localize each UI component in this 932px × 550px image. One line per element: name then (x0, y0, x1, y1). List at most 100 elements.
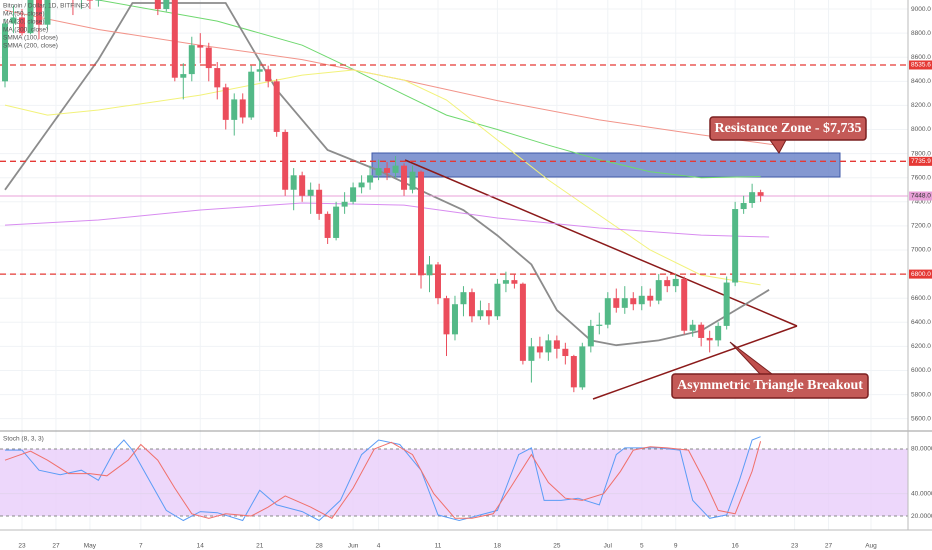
x-tick-label: 9 (674, 543, 678, 550)
level-label-bg (909, 156, 932, 166)
x-tick-label: 23 (791, 543, 799, 550)
candle-body (757, 192, 764, 196)
candle-body (367, 175, 374, 183)
candle-body (265, 69, 272, 82)
last-price-label-bg (909, 191, 932, 201)
candle-body (392, 165, 399, 173)
annotation-box (671, 373, 869, 399)
candle-body (681, 278, 688, 331)
y-tick-label: 7400.0 (911, 199, 931, 206)
candle-body (689, 324, 696, 331)
candle-body (95, 0, 102, 1)
candle-body (647, 295, 654, 301)
level-label-bg (909, 60, 932, 70)
candle-body (528, 346, 535, 361)
level-label: 7735.9 (911, 158, 931, 165)
candle-body (596, 324, 603, 326)
candle-body (86, 0, 93, 1)
y-tick-label: 6200.0 (911, 343, 931, 350)
legend-entry: MA (50, close) (3, 11, 45, 18)
candle-body (273, 81, 280, 132)
candle-body (715, 325, 722, 341)
candle-body (621, 298, 628, 308)
stoch-title: Stoch (8, 3, 3) (3, 436, 44, 443)
y-tick-label: 7600.0 (911, 174, 931, 181)
y-tick-label: 6000.0 (911, 367, 931, 374)
candle-body (18, 17, 25, 34)
level-label-bg (909, 269, 932, 279)
y-tick-label: 6400.0 (911, 319, 931, 326)
candle-body (494, 283, 501, 317)
candle-body (35, 0, 42, 25)
y-tick-label: 8600.0 (911, 54, 931, 61)
candle-body (553, 340, 560, 349)
candle-body (171, 0, 178, 78)
y-tick-label: 5600.0 (911, 415, 931, 422)
x-tick-label: 4 (377, 543, 381, 550)
annotation-text: Resistance Zone - $7,735 (715, 121, 862, 136)
x-tick-label: 18 (494, 543, 502, 550)
annotation-triangle: Asymmetric Triangle Breakout (671, 341, 869, 399)
y-tick-label: 7200.0 (911, 223, 931, 230)
y-tick-label: 20.0000 (911, 513, 932, 520)
x-tick-label: 23 (18, 543, 26, 550)
candle-body (290, 175, 297, 190)
candle-body (231, 99, 238, 120)
x-tick-label: 5 (640, 543, 644, 550)
candle-body (443, 298, 450, 335)
main-layer (0, 0, 908, 400)
stoch-line (5, 436, 761, 522)
y-tick-label: 8400.0 (911, 78, 931, 85)
triangle-lower (592, 325, 798, 400)
candle-body (672, 278, 679, 287)
candle-body (2, 23, 9, 82)
candle-body (426, 264, 433, 276)
candle-body (248, 71, 255, 118)
x-tick-label: May (84, 543, 97, 550)
x-tick-label: Jun (348, 543, 359, 550)
grid-layer (0, 0, 908, 530)
candle-body (460, 292, 467, 305)
candle-body (316, 189, 323, 214)
candle-body (324, 213, 331, 238)
x-tick-label: Jul (604, 543, 613, 550)
y-tick-label: 5800.0 (911, 391, 931, 398)
candle-body (562, 348, 569, 357)
candle-body (706, 337, 713, 341)
candle-body (477, 310, 484, 317)
candle-body (579, 346, 586, 388)
x-tick-label: 28 (316, 543, 324, 550)
level-label: 6800.0 (911, 271, 931, 278)
candle-body (341, 201, 348, 207)
candle-body (698, 324, 705, 338)
candle-body (740, 203, 747, 210)
candle-body (44, 0, 51, 25)
resistance-zone (371, 152, 841, 178)
candle-body (519, 283, 526, 361)
candle-body (545, 340, 552, 353)
candle-body (239, 99, 246, 118)
y-tick-label: 6600.0 (911, 295, 931, 302)
candle-body (604, 298, 611, 325)
candle-body (27, 0, 34, 34)
annotation-box (709, 116, 867, 141)
candle-body (375, 168, 382, 176)
overlay-line (4, 2, 770, 347)
x-tick-label: 7 (139, 543, 143, 550)
candle-body (732, 209, 739, 283)
candle-body (502, 280, 509, 284)
y-tick-label: 8200.0 (911, 102, 931, 109)
band-layer (0, 448, 908, 517)
candle-body (384, 168, 391, 173)
candle-body (468, 292, 475, 317)
candle-body (307, 189, 314, 196)
candle-body (180, 74, 187, 78)
candle-body (350, 187, 357, 202)
candle-body (358, 182, 365, 188)
last-price-label: 7448.0 (911, 193, 931, 200)
x-tick-label: 16 (732, 543, 740, 550)
overlay-line (4, 202, 770, 238)
candle-body (299, 175, 306, 196)
legend-entry: SMMA (200, close) (3, 43, 58, 50)
